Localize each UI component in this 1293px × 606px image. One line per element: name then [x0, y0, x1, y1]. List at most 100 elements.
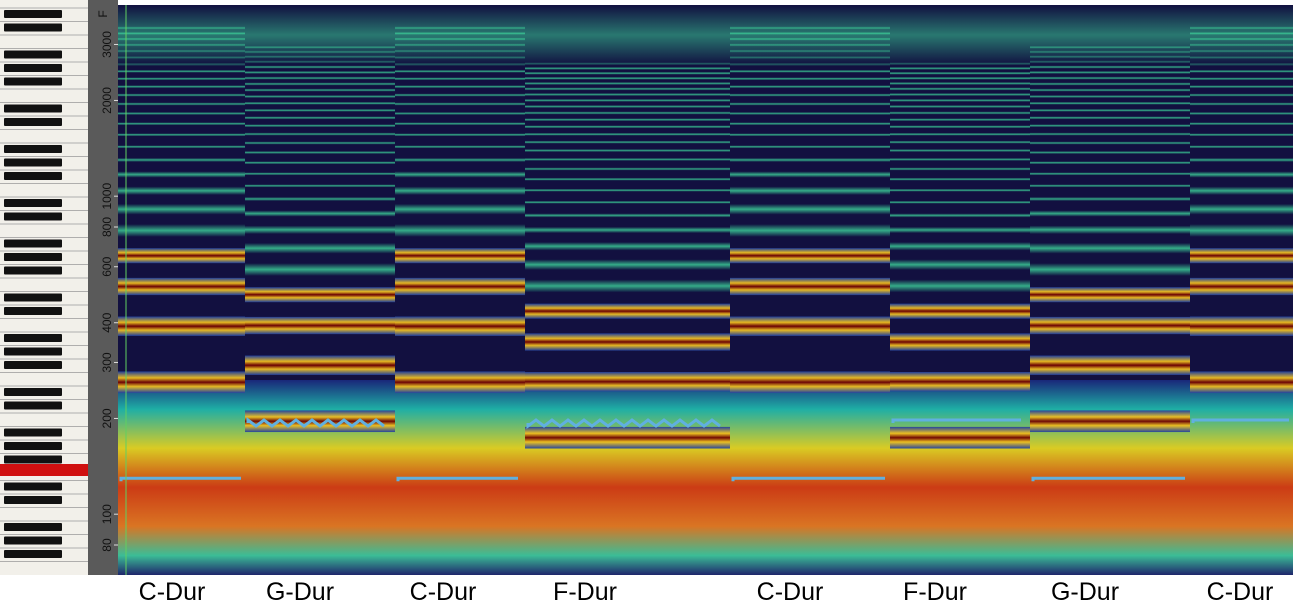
harmonic — [395, 186, 525, 195]
harmonic — [525, 66, 730, 70]
harmonic — [890, 426, 1030, 449]
harmonic — [890, 66, 1030, 70]
harmonic — [890, 333, 1030, 351]
key-label: C-Dur — [757, 578, 824, 606]
harmonic — [395, 248, 525, 264]
harmonic — [890, 259, 1030, 270]
black-key — [4, 401, 62, 410]
harmonic — [1190, 277, 1293, 296]
harmonic — [118, 157, 245, 162]
harmonic — [890, 188, 1030, 192]
harmonic — [1030, 151, 1190, 155]
harmonic — [395, 171, 525, 178]
harmonic — [1030, 101, 1190, 105]
frequency-tick-label: 2000 — [100, 87, 114, 114]
harmonic — [730, 171, 890, 178]
harmonic — [525, 125, 730, 129]
harmonic — [525, 167, 730, 171]
piano-keyboard — [0, 0, 92, 575]
harmonic — [1190, 157, 1293, 162]
black-key — [4, 253, 62, 261]
harmonic — [525, 76, 730, 80]
harmonic — [525, 279, 730, 293]
harmonic — [525, 259, 730, 270]
harmonic — [525, 213, 730, 218]
black-key — [4, 199, 62, 207]
harmonic — [890, 93, 1030, 97]
harmonic — [890, 213, 1030, 218]
harmonic — [245, 108, 395, 112]
pitch-line — [1191, 418, 1289, 424]
black-key — [4, 239, 62, 248]
harmonic — [118, 77, 245, 81]
pitch-line — [119, 476, 241, 482]
harmonic — [1030, 287, 1190, 303]
harmonic — [118, 102, 245, 106]
pitch-line — [891, 418, 1021, 424]
harmonic — [245, 210, 395, 217]
harmonic — [1030, 242, 1190, 254]
harmonic — [890, 105, 1030, 109]
harmonic — [890, 157, 1030, 161]
harmonic — [1030, 355, 1190, 375]
segment-labels: C-Dur G-Dur C-Dur F-Dur C-Dur F-Dur G-Dur C-Dur — [139, 578, 1274, 606]
harmonic — [395, 77, 525, 81]
harmonic — [395, 371, 525, 394]
low-energy — [890, 380, 1030, 575]
low-energy — [245, 380, 395, 575]
harmonic — [1030, 184, 1190, 188]
pitch-line — [526, 418, 721, 430]
harmonic — [525, 188, 730, 192]
harmonic — [890, 177, 1030, 181]
harmonic — [890, 200, 1030, 204]
frequency-tick-label: 400 — [100, 312, 114, 332]
pitch-line — [731, 476, 885, 482]
harmonic — [245, 242, 395, 254]
harmonic — [890, 132, 1030, 136]
harmonic — [245, 184, 395, 188]
key-label: F-Dur — [553, 578, 617, 606]
harmonic — [245, 225, 395, 234]
harmonic — [1030, 196, 1190, 201]
black-key — [4, 334, 62, 342]
harmonic — [395, 145, 525, 149]
harmonic — [118, 145, 245, 149]
harmonic — [890, 81, 1030, 85]
harmonic — [730, 111, 890, 115]
harmonic — [1030, 141, 1190, 145]
black-key — [4, 64, 62, 72]
frequency-tick-label: 200 — [100, 408, 114, 428]
harmonic — [1190, 186, 1293, 195]
black-key — [4, 388, 62, 396]
harmonic — [525, 118, 730, 122]
harmonic — [730, 133, 890, 137]
harmonic — [1030, 124, 1190, 128]
harmonic — [1030, 263, 1190, 276]
harmonic — [395, 93, 525, 97]
harmonic — [245, 132, 395, 136]
harmonic — [118, 93, 245, 97]
harmonic — [730, 69, 890, 73]
black-key — [4, 455, 62, 464]
black-key — [4, 550, 62, 558]
harmonic — [1030, 88, 1190, 92]
key-label: F-Dur — [903, 578, 967, 606]
harmonic — [245, 410, 395, 433]
frequency-tick-label: 300 — [100, 352, 114, 372]
harmonic — [525, 71, 730, 75]
harmonic — [525, 87, 730, 91]
harmonic — [118, 186, 245, 195]
harmonic — [245, 172, 395, 176]
harmonic — [525, 98, 730, 102]
harmonic — [395, 85, 525, 89]
harmonic — [890, 87, 1030, 91]
pitch-line — [246, 417, 385, 428]
black-key — [4, 77, 62, 86]
tick-labels: 3000 2000 1000 800 600 400 300 200 100 80 — [100, 31, 118, 552]
harmonic — [118, 316, 245, 336]
harmonic — [245, 316, 395, 335]
harmonic — [1030, 65, 1190, 69]
harmonic — [525, 242, 730, 251]
harmonic — [245, 151, 395, 155]
harmonic — [118, 371, 245, 394]
